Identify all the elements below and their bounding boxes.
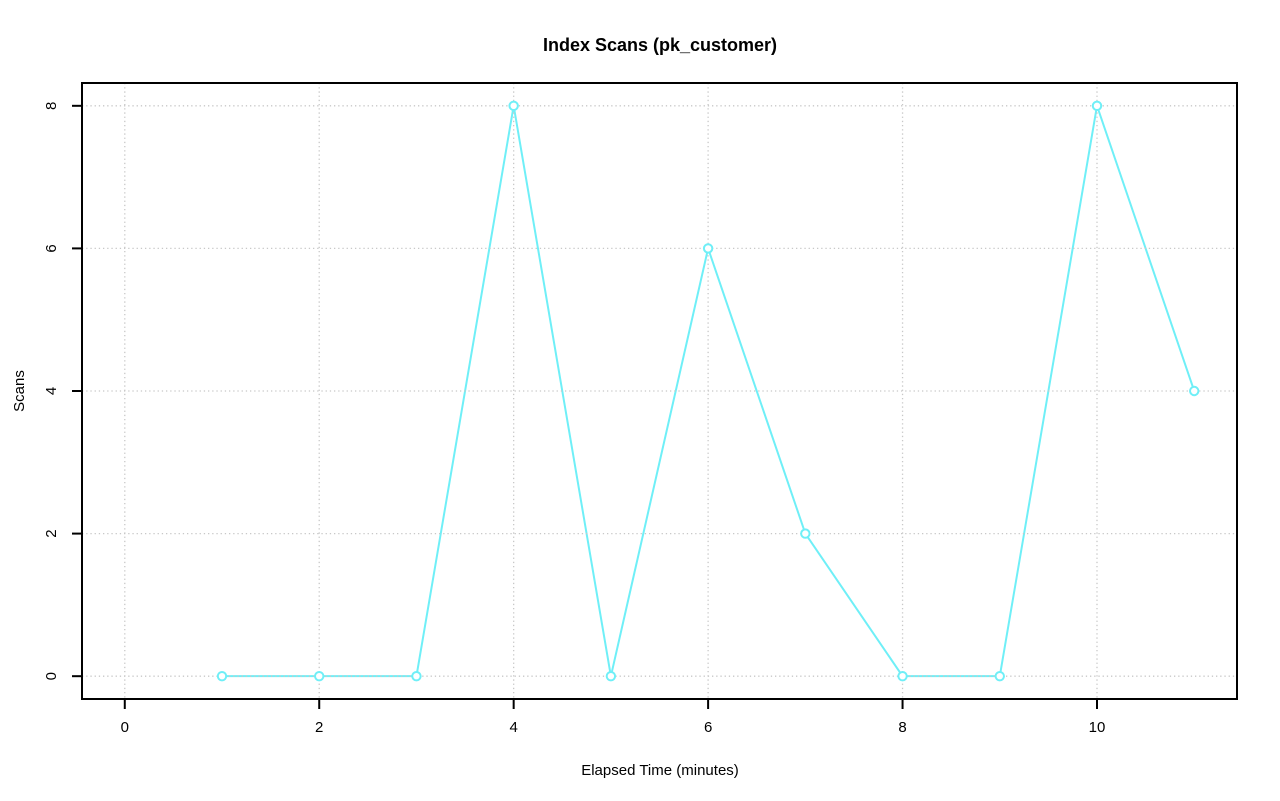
grid-layer bbox=[82, 83, 1237, 699]
data-point-marker bbox=[1189, 385, 1200, 397]
axis-layer: 0 2 4 6 8 10 0 2 4 6 8 bbox=[43, 102, 1105, 736]
x-tick-label: 0 bbox=[121, 719, 129, 736]
marker-layer bbox=[216, 100, 1200, 682]
data-point-marker bbox=[314, 670, 325, 682]
x-tick-label: 8 bbox=[898, 719, 906, 736]
x-tick-label: 10 bbox=[1089, 719, 1106, 736]
x-tick-label: 4 bbox=[509, 719, 517, 736]
y-axis-title: Scans bbox=[11, 370, 28, 412]
plot-frame bbox=[81, 82, 1238, 700]
data-point-marker bbox=[702, 243, 714, 254]
data-point-marker bbox=[994, 670, 1005, 682]
data-point-marker bbox=[411, 670, 422, 682]
x-tick-label: 6 bbox=[704, 719, 712, 736]
y-tick-label: 2 bbox=[43, 529, 60, 537]
data-point-marker bbox=[897, 670, 908, 682]
y-tick-label: 0 bbox=[43, 672, 60, 680]
chart-title: Index Scans (pk_customer) bbox=[543, 35, 777, 55]
data-point-marker bbox=[216, 670, 228, 682]
data-point-marker bbox=[800, 528, 811, 539]
y-tick-label: 6 bbox=[43, 244, 60, 252]
x-axis-title: Elapsed Time (minutes) bbox=[581, 762, 739, 779]
y-tick-label: 4 bbox=[43, 387, 60, 395]
data-point-marker bbox=[1091, 100, 1103, 112]
y-tick-label: 8 bbox=[43, 102, 60, 110]
x-tick-label: 2 bbox=[315, 719, 323, 736]
data-point-marker bbox=[605, 670, 617, 682]
data-point-marker bbox=[508, 100, 519, 112]
